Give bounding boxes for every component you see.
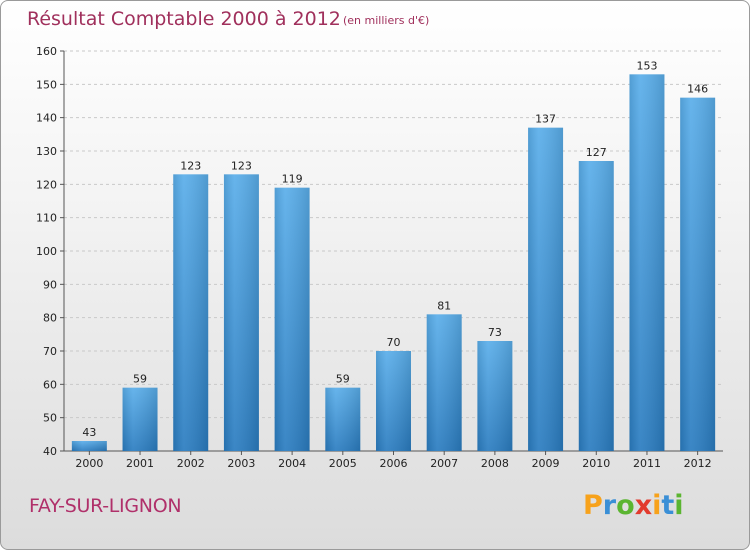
axes: 40 50 60 70 80 90 100 110 120 130 140 150 160 bbox=[36, 45, 723, 458]
x-tick-label-2000: 2000 bbox=[75, 457, 103, 470]
logo-letter: x bbox=[634, 490, 653, 521]
bar-shade-2001 bbox=[122, 387, 158, 451]
x-tick-label-2005: 2005 bbox=[329, 457, 357, 470]
value-label-2012: 146 bbox=[687, 83, 708, 96]
chart-title: Résultat Comptable 2000 à 2012 bbox=[27, 8, 341, 30]
bar-shade-2004 bbox=[274, 187, 310, 451]
value-label-2002: 123 bbox=[180, 159, 201, 172]
value-label-2004: 119 bbox=[282, 173, 303, 186]
logo-letter: P bbox=[583, 490, 603, 521]
bar-shade-2000 bbox=[71, 441, 107, 451]
bar-shade-2010 bbox=[578, 161, 614, 451]
proxiti-logo[interactable]: Proxiti bbox=[583, 490, 684, 521]
x-tick-label-2003: 2003 bbox=[227, 457, 255, 470]
bar-shade-2005 bbox=[325, 387, 361, 451]
y-tick-label: 40 bbox=[43, 445, 57, 458]
value-label-2001: 59 bbox=[133, 373, 147, 386]
bar-shade-2012 bbox=[680, 97, 716, 452]
y-tick-label: 110 bbox=[36, 212, 57, 225]
y-tick-label: 90 bbox=[43, 278, 57, 291]
bar-shade-2003 bbox=[223, 174, 259, 452]
x-tick-label-2002: 2002 bbox=[177, 457, 205, 470]
logo-letter: r bbox=[602, 490, 617, 521]
value-label-2007: 81 bbox=[437, 299, 451, 312]
logo-letter: i bbox=[652, 490, 662, 521]
location-name: FAY-SUR-LIGNON bbox=[29, 495, 182, 517]
y-tick-label: 100 bbox=[36, 245, 57, 258]
value-label-2000: 43 bbox=[82, 426, 96, 439]
value-label-2008: 73 bbox=[488, 326, 502, 339]
x-tick-label-2001: 2001 bbox=[126, 457, 154, 470]
logo-letter: i bbox=[674, 490, 684, 521]
y-tick-label: 60 bbox=[43, 378, 57, 391]
x-tick-label-2007: 2007 bbox=[430, 457, 458, 470]
bar-shade-2002 bbox=[173, 174, 209, 452]
y-tick-label: 140 bbox=[36, 112, 57, 125]
chart-subtitle: (en milliers d'€) bbox=[343, 14, 430, 27]
bars bbox=[71, 74, 716, 452]
x-tick-label-2010: 2010 bbox=[582, 457, 610, 470]
x-tick-label-2011: 2011 bbox=[633, 457, 661, 470]
value-label-2011: 153 bbox=[636, 59, 657, 72]
logo-letter: o bbox=[616, 490, 635, 521]
y-tick-label: 120 bbox=[36, 178, 57, 191]
bar-shade-2009 bbox=[528, 127, 564, 452]
bar-shade-2011 bbox=[629, 74, 665, 451]
y-tick-label: 160 bbox=[36, 45, 57, 58]
value-label-2005: 59 bbox=[336, 373, 350, 386]
y-tick-label: 130 bbox=[36, 145, 57, 158]
bar-shade-2007 bbox=[426, 314, 462, 451]
y-tick-label: 150 bbox=[36, 78, 57, 91]
bar-shade-2008 bbox=[477, 341, 513, 451]
x-tick-label-2009: 2009 bbox=[532, 457, 560, 470]
x-tick-label-2004: 2004 bbox=[278, 457, 306, 470]
bar-shade-2006 bbox=[376, 351, 411, 451]
value-label-2010: 127 bbox=[586, 146, 607, 159]
logo-letter: t bbox=[661, 490, 675, 521]
y-tick-label: 50 bbox=[43, 412, 57, 425]
y-tick-label: 70 bbox=[43, 345, 57, 358]
labels: 43 2000 59 2001 123 2002 123 2003 119 2004 59 2005 7… bbox=[75, 59, 711, 470]
x-tick-label-2006: 2006 bbox=[380, 457, 408, 470]
x-tick-label-2012: 2012 bbox=[684, 457, 712, 470]
value-label-2009: 137 bbox=[535, 113, 556, 126]
value-label-2003: 123 bbox=[231, 159, 252, 172]
y-tick-label: 80 bbox=[43, 312, 57, 325]
value-label-2006: 70 bbox=[387, 336, 401, 349]
x-tick-label-2008: 2008 bbox=[481, 457, 509, 470]
